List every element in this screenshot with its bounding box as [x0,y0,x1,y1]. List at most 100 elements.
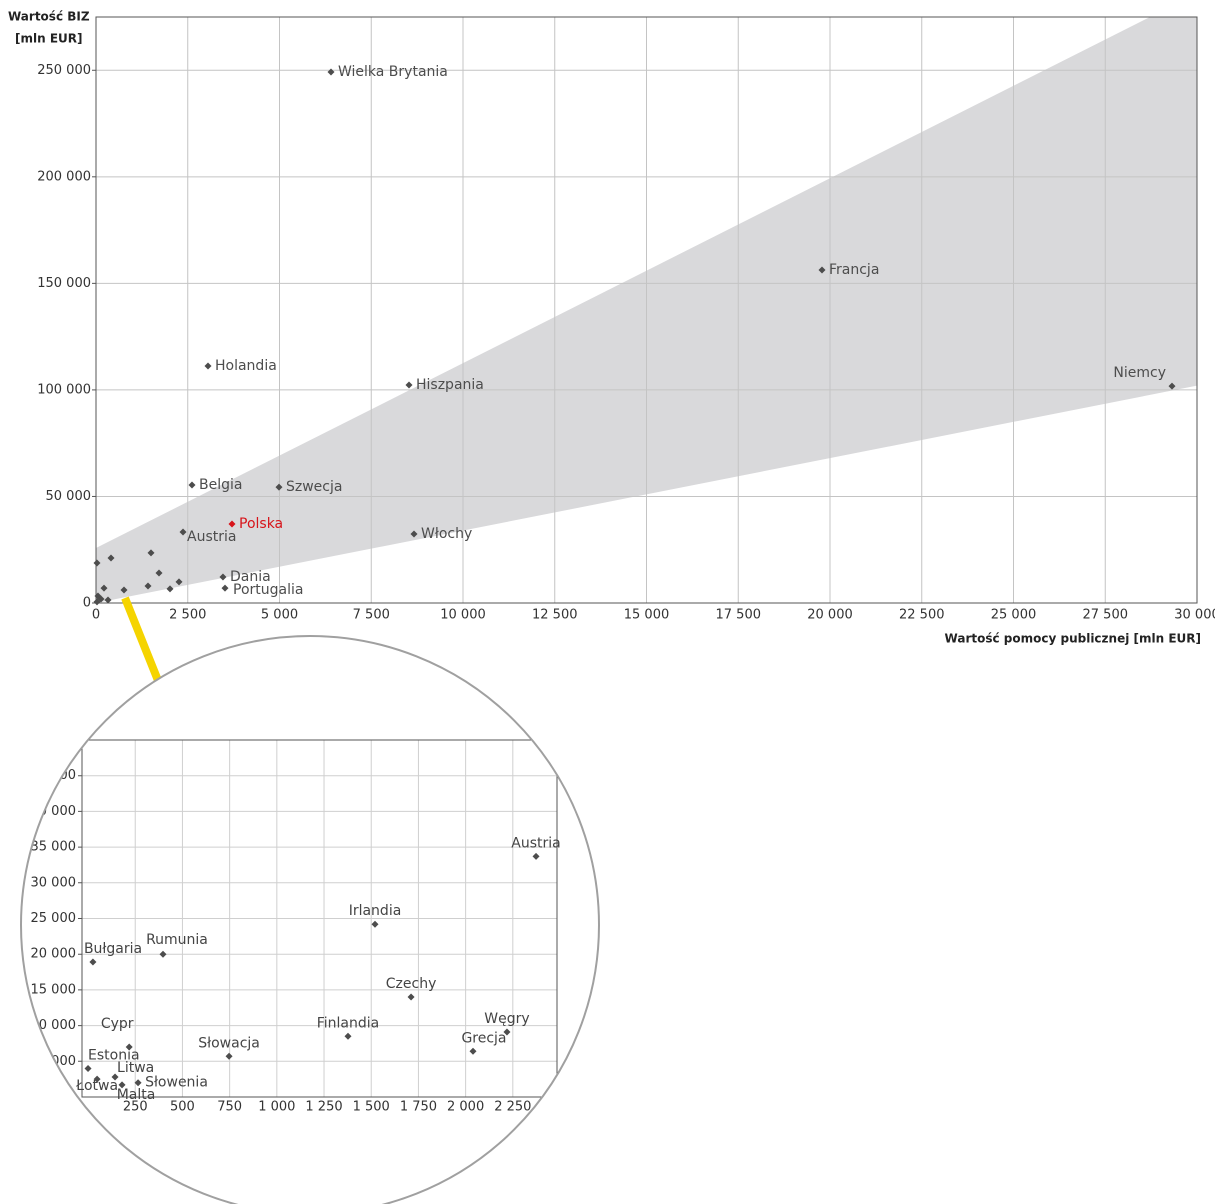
y-tick-label: 250 000 [37,63,91,78]
point-label: Malta [117,1087,156,1103]
point-label: Hiszpania [416,377,484,393]
point [818,266,826,274]
y-tick-label: 200 000 [37,169,91,184]
point [503,1028,511,1036]
point [371,920,379,928]
x-tick-label: 750 [217,1100,242,1115]
point-label: Dania [230,569,271,585]
point [144,582,152,590]
point [221,584,229,592]
point [166,585,174,593]
point [155,569,163,577]
point [327,68,335,76]
point-label: Rumunia [146,932,208,948]
point [532,852,540,860]
point-label: Grecja [461,1030,506,1046]
y-tick-label: 10 000 [31,1018,77,1033]
point [405,381,413,389]
point [188,481,196,489]
x-tick-label: 17 500 [716,608,762,623]
point-label: Łotwa [75,1078,118,1094]
plot-frame [95,16,1198,604]
point-label: Wielka Brytania [338,64,448,80]
x-tick-label: 22 500 [899,608,945,623]
point [93,598,101,606]
point-label: Francja [829,262,879,278]
point-label: Słowacja [198,1035,260,1051]
inset-plot: 250 500 750 1 000 1 250 1 500 1 750 2 000 2 2505… [21,636,599,1204]
point [93,559,101,567]
point [107,554,115,562]
x-tick-label: 1 000 [258,1100,295,1115]
point-label: Belgia [199,477,242,493]
x-tick-label: 1 750 [400,1100,437,1115]
point-label: Irlandia [349,903,402,919]
y-tick-label: 0 [83,596,91,611]
x-tick-label: 30 000 [1174,608,1215,623]
point [118,1081,126,1089]
point-label: Austria [511,835,560,851]
point [84,1064,92,1072]
main-plot: 0 2 500 5 000 7 500 10 000 12 500 15 000 17 500… [37,16,1215,623]
x-tick-label: 5 000 [261,608,298,623]
point [469,1047,477,1055]
point [219,573,227,581]
inset-background [21,636,599,1204]
point [407,993,415,1001]
point [125,1043,133,1051]
point [93,1075,101,1083]
point [228,520,236,528]
plot-frame [81,739,558,1098]
point [225,1052,233,1060]
point [410,530,418,538]
x-tick-label: 25 000 [991,608,1037,623]
point-label: Holandia [215,358,277,374]
point-label: Słowenia [145,1075,208,1091]
point-label: Portugalia [233,582,303,598]
point-label: Austria [187,529,236,545]
y-axis-title: [mln EUR] [15,32,83,46]
point [111,1073,119,1081]
point [147,549,155,557]
x-tick-label: 2 250 [494,1100,531,1115]
point [100,584,108,592]
point-label: Finlandia [317,1015,380,1031]
point [175,578,183,586]
y-tick-label: 50 000 [46,489,92,504]
x-tick-label: 2 000 [447,1100,484,1115]
point-label: Węgry [484,1011,529,1027]
y-axis-title: Wartość BIZ [8,10,90,24]
x-tick-label: 0 [92,608,100,623]
point-label: Niemcy [1113,365,1166,381]
y-tick-label: 30 000 [31,875,77,890]
x-tick-label: 15 000 [624,608,670,623]
y-tick-label: 15 000 [31,982,77,997]
point-label: Litwa [117,1060,154,1076]
point-label: Estonia [88,1047,140,1063]
point-label: Bułgaria [84,941,142,957]
y-tick-label: 40 000 [31,804,77,819]
point-label: Włochy [421,526,472,542]
x-axis-title: Wartość pomocy publicznej [mln EUR] [945,632,1201,646]
x-tick-label: 2 500 [169,608,206,623]
y-tick-label: 100 000 [37,382,91,397]
x-tick-label: 27 500 [1083,608,1129,623]
point [89,958,97,966]
y-tick-label: 35 000 [31,840,77,855]
y-tick-label: 25 000 [31,911,77,926]
x-tick-label: 500 [170,1100,195,1115]
point [134,1079,142,1087]
y-tick-label: 20 000 [31,947,77,962]
point [204,362,212,370]
point [159,950,167,958]
x-tick-label: 7 500 [353,608,390,623]
point [275,483,283,491]
point-label: Cypr [101,1016,134,1032]
x-tick-label: 20 000 [807,608,853,623]
point [104,596,112,604]
y-tick-label: 150 000 [37,276,91,291]
point [179,528,187,536]
point [344,1032,352,1040]
x-tick-label: 10 000 [440,608,486,623]
